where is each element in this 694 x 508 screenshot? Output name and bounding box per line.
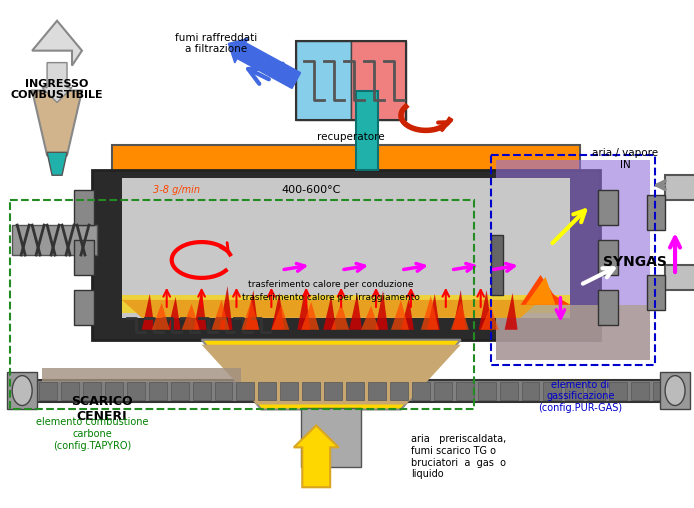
Bar (74, 240, 94, 275)
Text: INGRESSO
COMBUSTIBILE: INGRESSO COMBUSTIBILE (10, 79, 103, 100)
Bar (193, 382, 210, 399)
Bar (496, 161, 650, 360)
Bar (491, 155, 655, 365)
FancyArrow shape (228, 39, 301, 88)
Bar (647, 275, 665, 310)
Bar (368, 382, 386, 399)
Bar (434, 382, 452, 399)
Text: trasferimento calore per Irraggiamento: trasferimento calore per Irraggiamento (242, 293, 420, 302)
Bar (17, 382, 35, 399)
Bar (92, 170, 600, 340)
Ellipse shape (665, 375, 685, 405)
Polygon shape (32, 90, 82, 155)
Bar (609, 382, 627, 399)
FancyArrow shape (294, 425, 339, 487)
Bar (42, 368, 242, 382)
Polygon shape (201, 345, 461, 404)
Bar (456, 382, 474, 399)
Bar (83, 382, 101, 399)
Bar (356, 90, 378, 170)
Bar (660, 372, 690, 409)
Polygon shape (142, 286, 518, 330)
Polygon shape (201, 340, 461, 409)
Bar (303, 382, 320, 399)
Bar (412, 382, 430, 399)
Bar (324, 382, 342, 399)
Polygon shape (47, 152, 67, 175)
Bar (522, 382, 539, 399)
Bar (496, 305, 650, 360)
Bar (390, 382, 408, 399)
Bar (587, 382, 605, 399)
Bar (632, 382, 649, 399)
Bar (214, 382, 232, 399)
Bar (74, 190, 94, 225)
Bar (296, 41, 351, 120)
Text: 400-600°C: 400-600°C (282, 185, 341, 195)
Bar (237, 382, 255, 399)
Text: elemento di
gassificazione
(config.PUR-GAS): elemento di gassificazione (config.PUR-G… (539, 379, 623, 413)
Polygon shape (525, 277, 555, 305)
Text: trasferimento calore per conduzione: trasferimento calore per conduzione (248, 280, 414, 289)
Text: SCARICO
CENERI: SCARICO CENERI (71, 395, 133, 423)
Bar (10, 200, 474, 409)
Bar (598, 190, 618, 225)
Bar (74, 290, 94, 325)
Bar (598, 290, 618, 325)
Text: fumi raffreddati
a filtrazione: fumi raffreddati a filtrazione (176, 33, 257, 54)
Ellipse shape (12, 375, 32, 405)
Bar (122, 295, 570, 313)
Bar (258, 382, 276, 399)
Bar (149, 382, 167, 399)
Bar (61, 382, 79, 399)
Polygon shape (152, 296, 498, 330)
Bar (122, 178, 570, 318)
Text: SYNGAS: SYNGAS (603, 255, 667, 269)
Bar (477, 382, 496, 399)
Bar (171, 382, 189, 399)
Text: elemento combustione
carbone
(config.TAPYRO): elemento combustione carbone (config.TAP… (35, 418, 149, 451)
Bar (665, 265, 694, 290)
Bar (127, 382, 145, 399)
Bar (647, 195, 665, 230)
Bar (296, 41, 406, 120)
Text: recuperatore: recuperatore (317, 133, 385, 142)
Bar (653, 382, 671, 399)
Text: aria   preriscaldata,
fumi scarico TG o
bruciatori  a  gas  o
liquido: aria preriscaldata, fumi scarico TG o br… (411, 434, 506, 479)
Bar (346, 382, 364, 399)
Polygon shape (32, 21, 82, 66)
Bar (12, 225, 97, 255)
Bar (280, 382, 298, 399)
Bar (12, 379, 670, 401)
Text: 3-8 g/min: 3-8 g/min (153, 185, 200, 195)
Bar (112, 145, 580, 173)
Bar (598, 240, 618, 275)
Bar (301, 407, 361, 467)
Bar (543, 382, 561, 399)
Bar (39, 382, 57, 399)
Bar (491, 235, 502, 295)
Polygon shape (122, 300, 541, 318)
Polygon shape (520, 275, 570, 305)
FancyArrow shape (42, 62, 72, 103)
Bar (500, 382, 518, 399)
Bar (7, 372, 37, 409)
Bar (105, 382, 123, 399)
Bar (566, 382, 584, 399)
Bar (665, 175, 694, 200)
Text: aria / vapore
IN: aria / vapore IN (592, 148, 659, 170)
Bar (351, 41, 406, 120)
